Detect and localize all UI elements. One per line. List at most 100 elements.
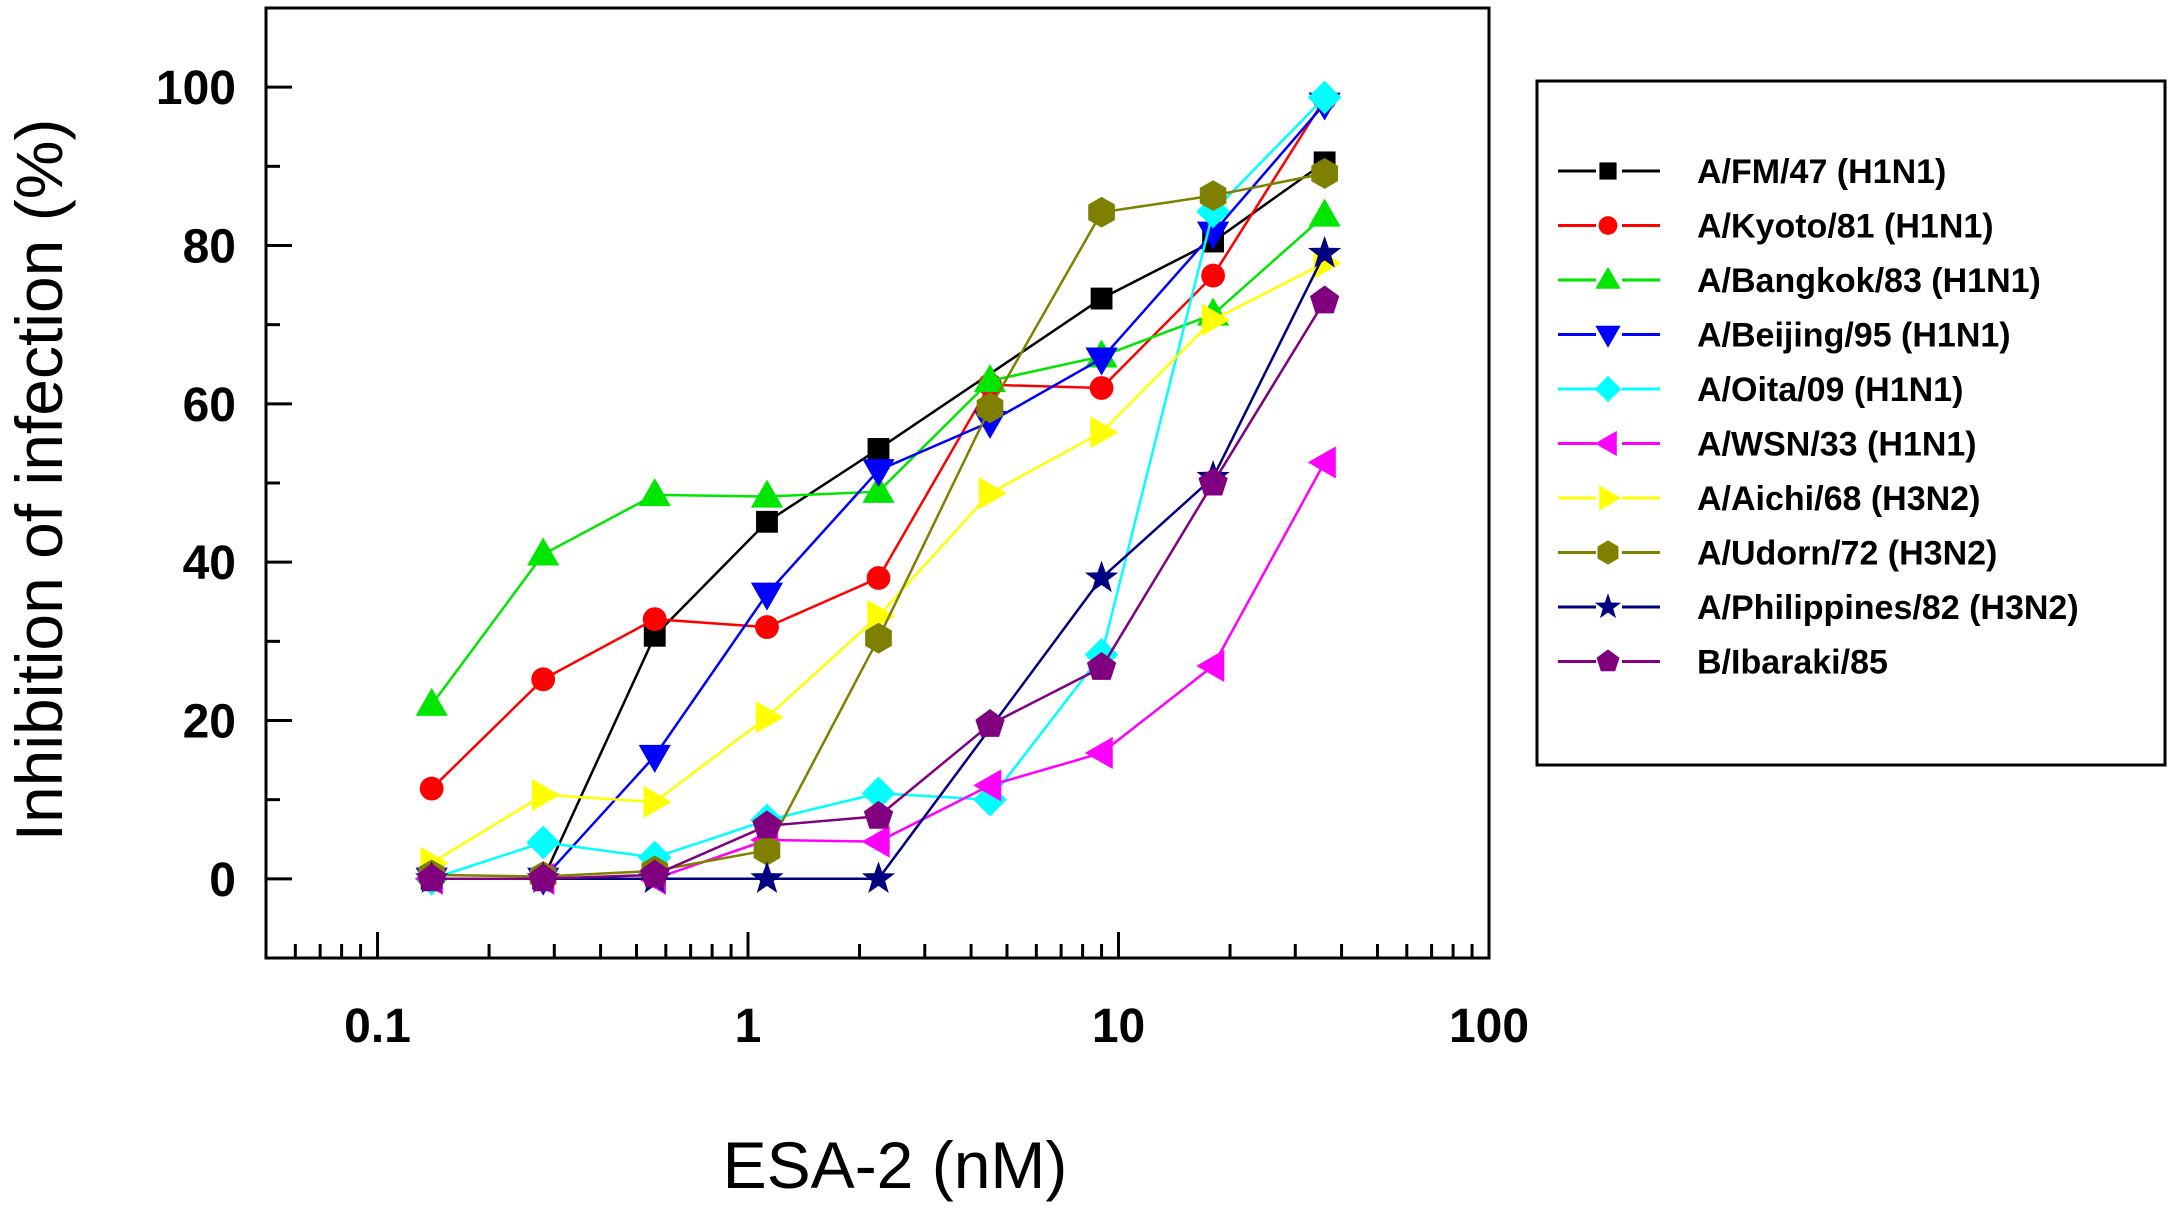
data-point — [753, 834, 781, 866]
legend-entry: A/Oita/09 (H1N1) — [1558, 371, 1963, 409]
data-point — [865, 622, 892, 654]
data-point — [976, 392, 1004, 424]
legend-marker — [1599, 162, 1617, 180]
series-line — [431, 261, 1326, 865]
data-point — [752, 810, 782, 839]
data-point — [1088, 196, 1115, 228]
legend-label: A/Aichi/68 (H3N2) — [1697, 480, 1980, 518]
legend: A/FM/47 (H1N1) A/Kyoto/81 (H1N1) A/Bangkok… — [1535, 79, 2167, 767]
y-tick-label: 0 — [209, 854, 236, 907]
data-point — [978, 477, 1007, 510]
data-point — [1196, 221, 1230, 250]
data-point — [1090, 416, 1119, 449]
data-point — [861, 825, 890, 858]
data-point — [867, 438, 890, 460]
data-point — [975, 709, 1005, 737]
data-point — [638, 478, 671, 507]
data-point — [419, 776, 444, 801]
data-point — [861, 776, 896, 811]
y-tick-label: 40 — [183, 537, 236, 590]
data-point — [755, 701, 784, 734]
legend-marker — [1599, 485, 1622, 511]
data-point — [1198, 467, 1228, 496]
data-point — [1307, 80, 1342, 115]
legend-entry: A/Beijing/95 (H1N1) — [1558, 317, 2011, 355]
axes: 0 20 40 60 80 100 0.1 1 10 100 — [156, 6, 1529, 1053]
data-point — [1196, 649, 1225, 682]
legend-marker — [1594, 375, 1622, 403]
data-point — [750, 861, 784, 893]
data-point — [1307, 446, 1336, 479]
data-point — [1201, 303, 1230, 337]
data-point — [750, 479, 784, 508]
data-point — [750, 582, 784, 611]
legend-marker — [1594, 430, 1617, 457]
data-point — [973, 364, 1007, 393]
legend-label: A/WSN/33 (H1N1) — [1697, 426, 1977, 464]
data-point — [861, 861, 896, 893]
data-point — [1086, 652, 1117, 680]
data-point — [863, 800, 894, 829]
x-tick-label: 1 — [735, 1000, 762, 1053]
legend-entry: A/Udorn/72 (H3N2) — [1558, 535, 1997, 573]
legend-entry: B/Ibaraki/85 — [1558, 644, 1888, 682]
data-point — [531, 778, 560, 812]
data-point — [1199, 180, 1227, 212]
x-tick-label: 0.1 — [344, 1000, 411, 1053]
data-point — [756, 510, 778, 533]
legend-marker — [1596, 649, 1620, 672]
y-tick-label: 60 — [183, 379, 236, 432]
data-point — [1090, 287, 1113, 310]
data-point — [1084, 560, 1119, 593]
data-point — [862, 459, 895, 488]
data-point — [528, 863, 558, 892]
data-point — [1085, 347, 1118, 376]
legend-label: A/Kyoto/81 (H1N1) — [1697, 208, 1994, 246]
legend-entry: A/Bangkok/83 (H1N1) — [1558, 262, 2041, 300]
data-point — [1309, 285, 1340, 314]
legend-entry: A/Philippines/82 (H3N2) — [1558, 589, 2079, 627]
legend-marker — [1595, 325, 1621, 348]
y-axis-title: Inhibition of infection (%) — [2, 119, 76, 842]
data-point — [415, 687, 448, 716]
data-point — [526, 825, 560, 860]
data-point — [531, 667, 556, 692]
data-point — [1084, 736, 1113, 770]
legend-entry: A/WSN/33 (H1N1) — [1558, 426, 1977, 464]
data-point — [867, 599, 896, 633]
legend-entry: A/Aichi/68 (H3N2) — [1558, 480, 1980, 518]
legend-marker — [1597, 540, 1619, 565]
y-tick-label: 100 — [156, 62, 236, 115]
data-point — [1307, 235, 1342, 268]
data-point — [1201, 263, 1225, 288]
data-point — [973, 769, 1002, 802]
series-line — [431, 172, 1325, 878]
data-point — [643, 624, 666, 647]
data-point — [1308, 198, 1341, 227]
legend-entry: A/Kyoto/81 (H1N1) — [1558, 208, 1994, 246]
legend-entry: A/FM/47 (H1N1) — [1558, 153, 1946, 191]
x-axis-title: ESA-2 (nM) — [723, 1128, 1068, 1202]
legend-box — [1535, 79, 2167, 767]
y-tick-label: 20 — [183, 696, 236, 749]
legend-label: A/Oita/09 (H1N1) — [1697, 371, 1963, 409]
legend-label: A/FM/47 (H1N1) — [1697, 153, 1946, 191]
data-point — [1311, 158, 1338, 189]
x-tick-label: 100 — [1449, 1000, 1529, 1053]
data-point — [755, 615, 779, 639]
legend-label: A/Beijing/95 (H1N1) — [1697, 317, 2011, 355]
legend-marker — [1594, 593, 1622, 619]
series-line — [431, 161, 1326, 881]
legend-marker — [1598, 216, 1618, 235]
legend-label: A/Bangkok/83 (H1N1) — [1697, 262, 2041, 300]
legend-label: A/Udorn/72 (H3N2) — [1697, 535, 1997, 573]
y-tick-label: 80 — [183, 221, 236, 274]
plot-area — [414, 80, 1342, 896]
data-point — [527, 537, 560, 566]
x-tick-label: 10 — [1092, 1000, 1145, 1053]
legend-label: B/Ibaraki/85 — [1697, 644, 1888, 682]
series-10 — [417, 285, 1340, 892]
data-point — [417, 863, 447, 892]
legend-label: A/Philippines/82 (H3N2) — [1697, 589, 2079, 627]
